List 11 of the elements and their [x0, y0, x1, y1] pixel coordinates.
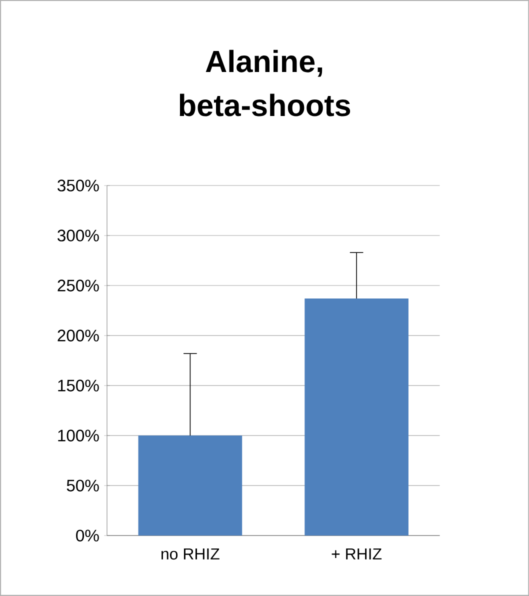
- y-tick-label: 200%: [58, 330, 99, 342]
- y-tick-label: 0%: [76, 530, 99, 542]
- y-tick-label: 250%: [58, 280, 99, 292]
- y-tick-label: 100%: [58, 430, 99, 442]
- y-tick-label: 150%: [58, 380, 99, 392]
- y-tick-label: 350%: [57, 180, 99, 192]
- y-tick-label: 50%: [66, 480, 99, 492]
- x-tick-label: no RHIZ: [161, 548, 220, 560]
- chart-title: Alanine, beta-shoots: [180, 50, 350, 116]
- x-tick-label: + RHIZ: [332, 548, 382, 560]
- y-tick-label: 300%: [57, 230, 99, 242]
